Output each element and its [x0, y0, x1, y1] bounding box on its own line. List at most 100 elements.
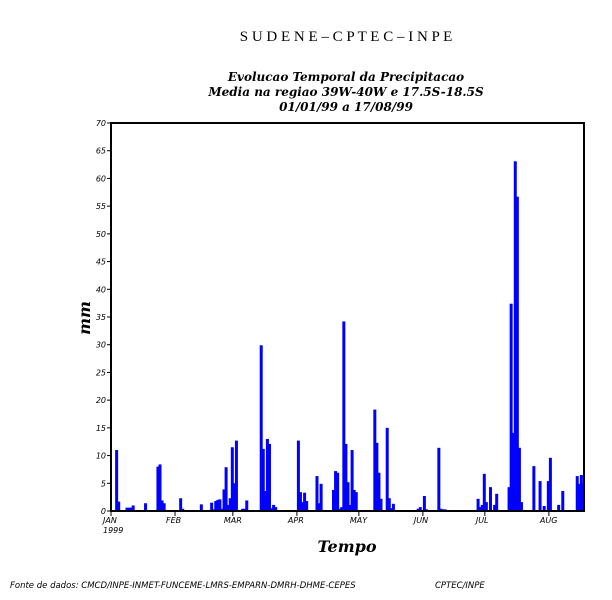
- y-tick-label: 40: [96, 285, 106, 294]
- footer-credit: CPTEC/INPE: [435, 581, 485, 591]
- bar: [387, 498, 391, 511]
- bar: [228, 498, 232, 511]
- bar: [507, 487, 511, 511]
- bar: [199, 504, 203, 511]
- y-tick-label: 50: [96, 230, 106, 239]
- bar: [336, 472, 340, 511]
- bar: [267, 443, 271, 511]
- y-tick-label: 35: [96, 313, 106, 322]
- bar: [342, 321, 346, 511]
- bar: [354, 492, 358, 511]
- bar: [493, 504, 497, 511]
- bar: [377, 472, 381, 511]
- bar: [548, 457, 552, 511]
- bar: [385, 427, 389, 511]
- bar: [259, 345, 263, 511]
- bar: [319, 483, 323, 511]
- x-tick-label: MAR: [224, 516, 242, 525]
- bar: [515, 196, 519, 511]
- bar: [482, 473, 486, 511]
- bar: [334, 471, 338, 511]
- y-tick-label: 15: [96, 424, 106, 433]
- y-axis: 0 5 10 15 20 25 30 35 40 45 50 55 60 65 70: [96, 119, 111, 516]
- bar: [484, 502, 488, 511]
- bar: [391, 503, 395, 511]
- y-tick-label: 60: [96, 174, 106, 183]
- chart-title-line-2: Media na regiao 39W-40W e 17.5S-18.5S: [207, 85, 484, 99]
- bar: [224, 467, 228, 511]
- bar: [230, 447, 234, 511]
- bar: [179, 498, 183, 511]
- x-tick-label: FEB: [166, 516, 181, 525]
- bar: [125, 507, 129, 511]
- bar: [561, 491, 565, 511]
- y-tick-label: 70: [96, 119, 106, 128]
- bar: [129, 507, 133, 511]
- x-tick-label: MAY: [350, 516, 368, 525]
- bar: [115, 450, 119, 511]
- bar: [513, 161, 517, 511]
- bar: [222, 489, 226, 511]
- y-tick-label: 30: [96, 341, 106, 350]
- bar: [158, 464, 162, 511]
- chart-title-line-3: 01/01/99 a 17/08/99: [279, 100, 414, 114]
- y-tick-label: 65: [96, 147, 106, 156]
- x-tick-year-label: 1999: [103, 526, 123, 535]
- bar: [511, 432, 515, 511]
- bar: [144, 503, 148, 511]
- chart-title-line-1: Evolucao Temporal da Precipitacao: [227, 70, 464, 84]
- y-tick-label: 5: [101, 479, 106, 488]
- y-tick-label: 45: [96, 258, 106, 267]
- bar: [127, 507, 131, 511]
- y-tick-label: 55: [96, 202, 106, 211]
- bar: [218, 499, 222, 511]
- bar: [332, 489, 336, 511]
- bar: [245, 500, 249, 511]
- bar: [265, 438, 269, 511]
- bar-group: [115, 161, 585, 511]
- bar: [296, 440, 300, 511]
- bar: [577, 483, 581, 511]
- bar: [338, 508, 342, 511]
- y-axis-label: mm: [75, 301, 94, 335]
- bar: [546, 481, 550, 511]
- bar: [216, 499, 220, 511]
- bar: [575, 476, 579, 511]
- bar: [422, 496, 426, 511]
- x-tick-label: JUN: [412, 516, 428, 525]
- bar: [270, 508, 274, 511]
- bar: [532, 466, 536, 511]
- bar: [519, 502, 523, 511]
- bar: [214, 501, 218, 511]
- y-tick-label: 0: [101, 507, 106, 516]
- bar: [232, 483, 236, 511]
- bar: [263, 491, 267, 511]
- bar: [131, 505, 135, 511]
- bar: [156, 466, 160, 511]
- bar: [437, 447, 441, 511]
- bar: [488, 487, 492, 511]
- y-tick-label: 25: [96, 368, 106, 377]
- bar: [298, 492, 302, 511]
- bar: [234, 440, 238, 511]
- bar: [344, 443, 348, 511]
- bar: [352, 489, 356, 511]
- bar: [181, 508, 185, 511]
- bar: [162, 503, 166, 511]
- x-tick-label: JUL: [474, 516, 489, 525]
- bar: [117, 501, 121, 511]
- bar: [542, 506, 546, 511]
- bar: [373, 409, 377, 511]
- bar: [538, 481, 542, 511]
- header-title: S U D E N E – C P T E C – I N P E: [240, 29, 453, 45]
- bar: [210, 502, 214, 511]
- bar: [476, 498, 480, 511]
- footer-source: Fonte de dados: CMCD/INPE-INMET-FUNCEME-…: [10, 581, 356, 591]
- x-tick-label: AUG: [539, 516, 558, 525]
- bar: [579, 474, 583, 511]
- bar: [379, 498, 383, 511]
- bar: [418, 507, 422, 511]
- bar: [340, 507, 344, 511]
- y-tick-label: 20: [96, 396, 106, 405]
